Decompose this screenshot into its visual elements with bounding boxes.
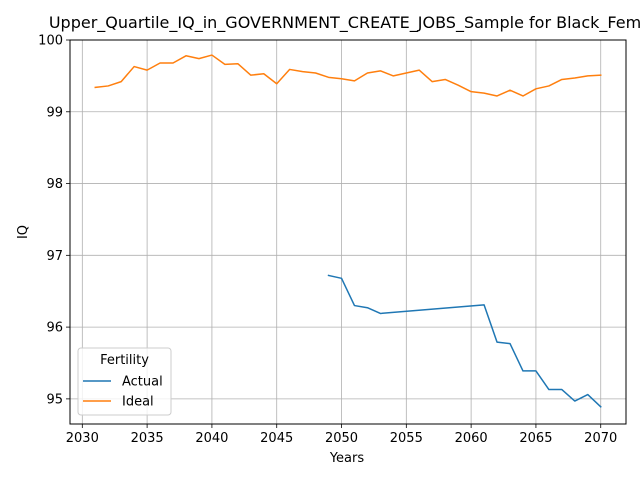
- x-tick-label: 2045: [260, 431, 293, 446]
- x-axis: 2030 2035 2040 2045 2050 2055 2060 2065 2070: [66, 424, 617, 446]
- plot-frame: [69, 39, 627, 425]
- y-tick-label: 98: [46, 177, 63, 192]
- x-tick-label: 2070: [584, 431, 617, 446]
- legend-entries: Actual Ideal: [83, 375, 163, 410]
- y-tick-label: 95: [46, 392, 63, 407]
- series-line-ideal: [94, 54, 602, 97]
- legend-label-ideal: Ideal: [122, 395, 154, 410]
- x-tick-label: 2050: [325, 431, 358, 446]
- x-tick-label: 2060: [455, 431, 488, 446]
- x-tick-label: 2035: [131, 431, 164, 446]
- y-tick-label: 96: [46, 321, 63, 336]
- series-line-actual: [327, 274, 602, 408]
- x-tick-label: 2055: [390, 431, 423, 446]
- x-tick-label: 2065: [519, 431, 552, 446]
- legend-box: [77, 347, 172, 416]
- x-axis-label: Years: [329, 451, 365, 466]
- legend-title: Fertility: [100, 353, 149, 368]
- legend: Fertility Actual Ideal: [77, 347, 172, 416]
- legend-label-actual: Actual: [122, 375, 163, 390]
- series-layer: [94, 54, 602, 408]
- y-tick-label: 100: [38, 34, 63, 49]
- y-axis-label: IQ: [16, 225, 31, 239]
- x-tick-label: 2040: [195, 431, 228, 446]
- y-axis: 95 96 97 98 99 100: [38, 34, 70, 407]
- y-tick-label: 97: [46, 249, 63, 264]
- x-tick-label: 2030: [66, 431, 99, 446]
- chart-title: Upper_Quartile_IQ_in_GOVERNMENT_CREATE_J…: [49, 13, 640, 33]
- y-tick-label: 99: [46, 105, 63, 120]
